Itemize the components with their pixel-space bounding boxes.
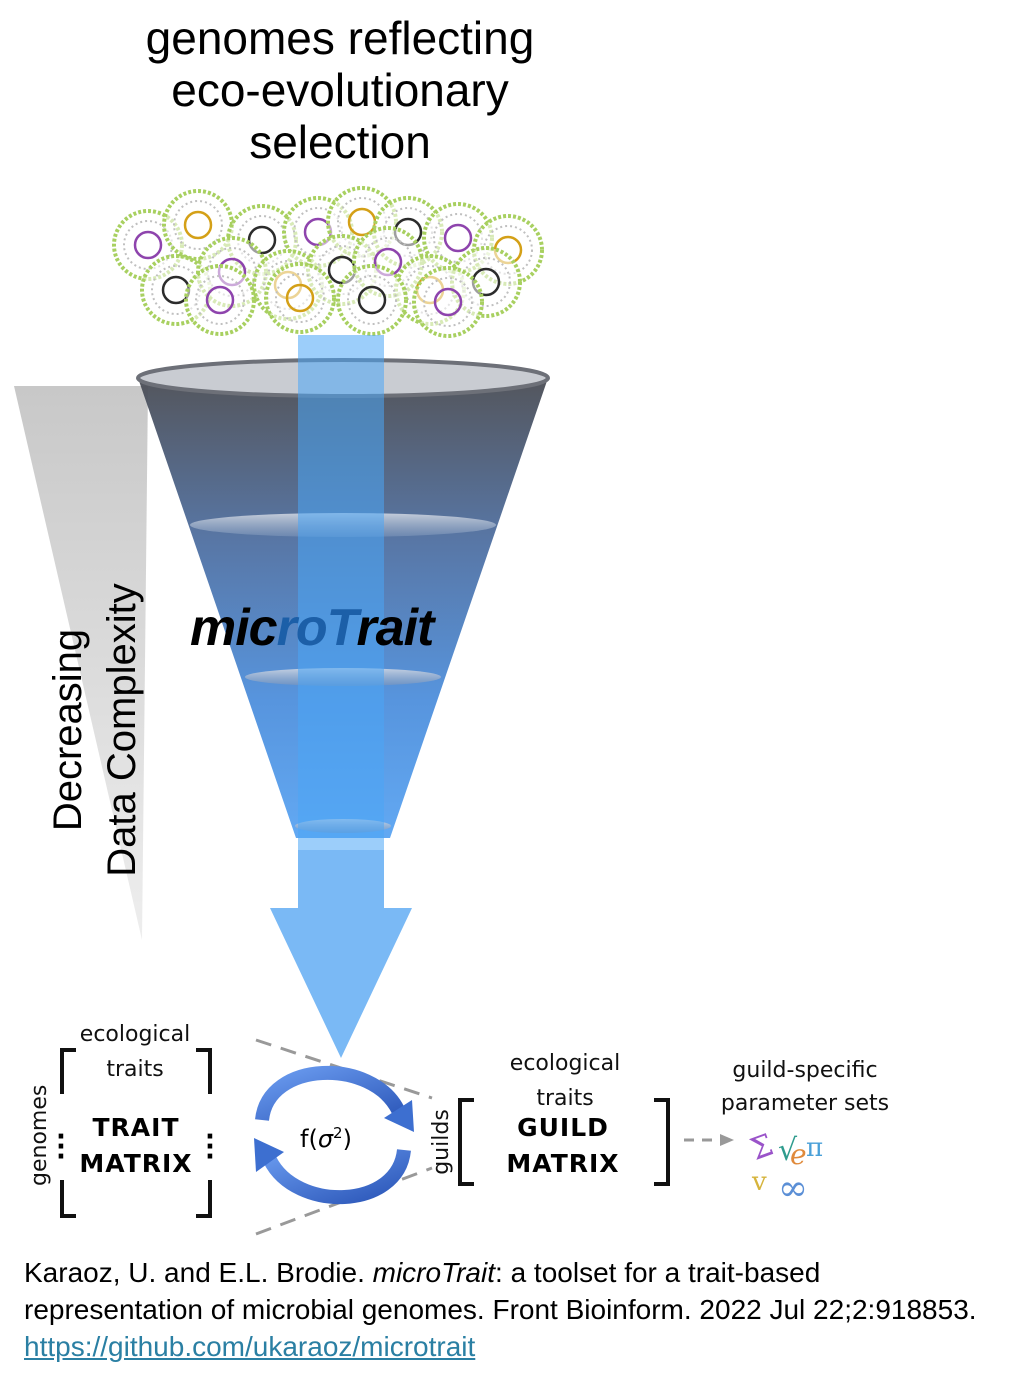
genome-mid-ring xyxy=(483,225,533,275)
guild-matrix-line-2: MATRIX xyxy=(506,1149,620,1178)
transform-sup: 2 xyxy=(333,1124,343,1142)
guild-top-line-1: ecological xyxy=(509,1051,621,1076)
svg-text:e: e xyxy=(790,1138,807,1171)
guild-matrix-bracket-right xyxy=(654,1098,670,1186)
genome-mid-ring xyxy=(423,277,473,327)
guild-matrix-line-1: GUILD xyxy=(517,1113,609,1142)
trait-matrix-title: TRAIT MATRIX xyxy=(66,1110,206,1182)
citation: Karaoz, U. and E.L. Brodie. microTrait: … xyxy=(24,1254,994,1365)
transform-sigma: σ xyxy=(317,1125,334,1153)
genome-mid-ring xyxy=(275,273,325,323)
citation-link[interactable]: https://github.com/ukaraoz/microtrait xyxy=(24,1331,476,1362)
title-line-1: genomes reflecting xyxy=(145,12,535,64)
genome-mid-ring xyxy=(173,200,223,250)
svg-text:Σ: Σ xyxy=(746,1128,778,1168)
trait-matrix-line-2: MATRIX xyxy=(79,1149,193,1178)
svg-text:v: v xyxy=(751,1167,767,1197)
trait-matrix-top-label: ecological traits xyxy=(60,1017,210,1087)
parameter-arrow-head xyxy=(720,1134,734,1146)
trait-matrix-bracket-left xyxy=(60,1048,76,1218)
math-symbols-icon: Σ √ e π v ∞ xyxy=(746,1128,823,1209)
diagram-title: genomes reflecting eco-evolutionary sele… xyxy=(60,12,620,168)
trait-matrix-line-1: TRAIT xyxy=(92,1113,180,1142)
svg-text:∞: ∞ xyxy=(778,1168,808,1209)
cycle-arrow-bottom xyxy=(263,1148,411,1205)
trait-matrix-dots-left: · · · xyxy=(56,1122,66,1172)
side-label-line-1: Decreasing xyxy=(46,628,90,832)
parameter-sets-label: guild-specific parameter sets xyxy=(710,1054,900,1120)
genome-inner-ring xyxy=(133,230,163,260)
genome-outer-ring xyxy=(412,266,484,338)
genome-inner-ring xyxy=(247,225,277,255)
trait-top-line-1: ecological xyxy=(79,1022,191,1047)
genome-inner-ring xyxy=(433,287,463,317)
brand-part-2: roT xyxy=(276,599,358,657)
parameter-label-line-2: parameter sets xyxy=(720,1091,890,1116)
guild-top-line-2: traits xyxy=(536,1086,594,1111)
guild-matrix-side-label: guilds xyxy=(429,1109,454,1175)
down-arrow xyxy=(270,850,412,1058)
svg-text:√: √ xyxy=(778,1133,798,1168)
side-label-line-2: Data Complexity xyxy=(100,583,144,877)
trait-matrix-bracket-right xyxy=(196,1048,212,1218)
cycle-arrow-top xyxy=(255,1065,405,1122)
genome-inner-ring xyxy=(443,223,473,253)
cycle-arrowhead-bottom xyxy=(254,1138,284,1172)
citation-text-1: Karaoz, U. and E.L. Brodie. xyxy=(24,1257,373,1288)
parameter-label-line-1: guild-specific xyxy=(732,1058,878,1083)
genome-circles-icon xyxy=(112,186,544,338)
guild-matrix-title: GUILD MATRIX xyxy=(488,1110,638,1182)
title-line-3: selection xyxy=(249,116,431,168)
brand-part-1: mic xyxy=(190,599,278,657)
decreasing-complexity-label: Decreasing Data Complexity xyxy=(41,583,149,876)
trait-matrix-side-label: genomes xyxy=(27,1084,52,1186)
genome-inner-ring xyxy=(357,285,387,315)
data-stream xyxy=(298,335,384,910)
genome-mid-ring xyxy=(207,247,257,297)
svg-text:π: π xyxy=(806,1133,823,1163)
guild-matrix-bracket-left xyxy=(458,1098,474,1186)
complexity-wedge xyxy=(14,386,148,940)
trait-top-line-2: traits xyxy=(106,1057,164,1082)
title-line-2: eco-evolutionary xyxy=(171,64,509,116)
genome-mid-ring xyxy=(461,257,511,307)
transform-post: ) xyxy=(342,1125,352,1153)
guild-matrix-top-label: ecological traits xyxy=(490,1046,640,1116)
genome-mid-ring xyxy=(195,275,245,325)
transform-label: f(σ2) xyxy=(300,1124,352,1153)
transform-pre: f( xyxy=(300,1125,318,1153)
genome-inner-ring xyxy=(183,210,213,240)
citation-italic: microTrait xyxy=(372,1257,496,1288)
microtrait-label: microTrait xyxy=(190,598,434,658)
cycle-arrowhead-top xyxy=(384,1100,414,1132)
genome-inner-ring xyxy=(285,283,315,313)
genome-mid-ring xyxy=(347,275,397,325)
brand-part-3: rait xyxy=(356,599,434,657)
genome-inner-ring xyxy=(205,285,235,315)
trait-matrix-dots-right: · · · xyxy=(205,1122,215,1172)
citation-text-2: : a toolset for a trait-based representa… xyxy=(24,1257,977,1325)
